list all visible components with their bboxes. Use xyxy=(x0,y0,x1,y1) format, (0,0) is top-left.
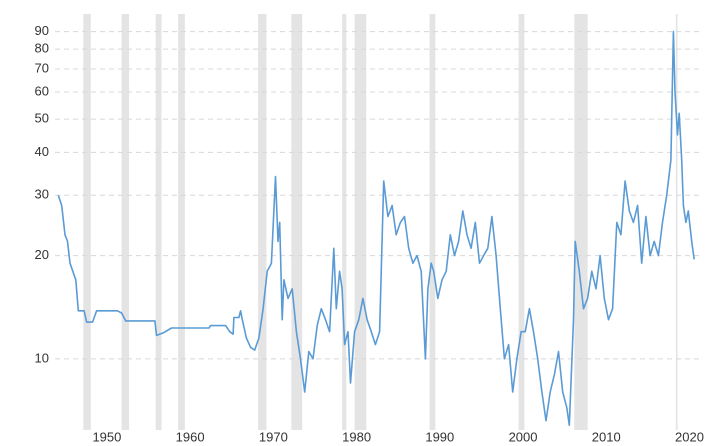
recession-band xyxy=(258,14,267,430)
y-tick-label: 80 xyxy=(35,41,49,56)
x-tick-label: 1950 xyxy=(92,429,121,444)
y-tick-label: 40 xyxy=(35,144,49,159)
recession-band xyxy=(155,14,162,430)
x-tick-label: 2020 xyxy=(675,429,704,444)
x-tick-label: 2000 xyxy=(509,429,538,444)
y-tick-label: 20 xyxy=(35,247,49,262)
recession-band xyxy=(429,14,436,430)
recession-band xyxy=(675,14,678,430)
x-tick-label: 1990 xyxy=(425,429,454,444)
y-tick-label: 10 xyxy=(35,350,49,365)
recession-band xyxy=(121,14,130,430)
y-tick-label: 70 xyxy=(35,60,49,75)
x-tick-label: 1960 xyxy=(176,429,205,444)
x-tick-label: 1970 xyxy=(259,429,288,444)
line xyxy=(57,30,695,427)
x-tick-label: 2010 xyxy=(592,429,621,444)
recession-band xyxy=(354,14,367,430)
y-tick-label: 30 xyxy=(35,187,49,202)
recession-band xyxy=(342,14,347,430)
recession-band xyxy=(291,14,303,430)
recession-band xyxy=(83,14,91,430)
y-tick-label: 60 xyxy=(35,83,49,98)
y-tick-label: 50 xyxy=(35,111,49,126)
x-tick-label: 1980 xyxy=(342,429,371,444)
recession-band xyxy=(178,14,185,430)
recession-band xyxy=(574,14,588,430)
y-tick-label: 90 xyxy=(35,23,49,38)
recession-band xyxy=(518,14,525,430)
